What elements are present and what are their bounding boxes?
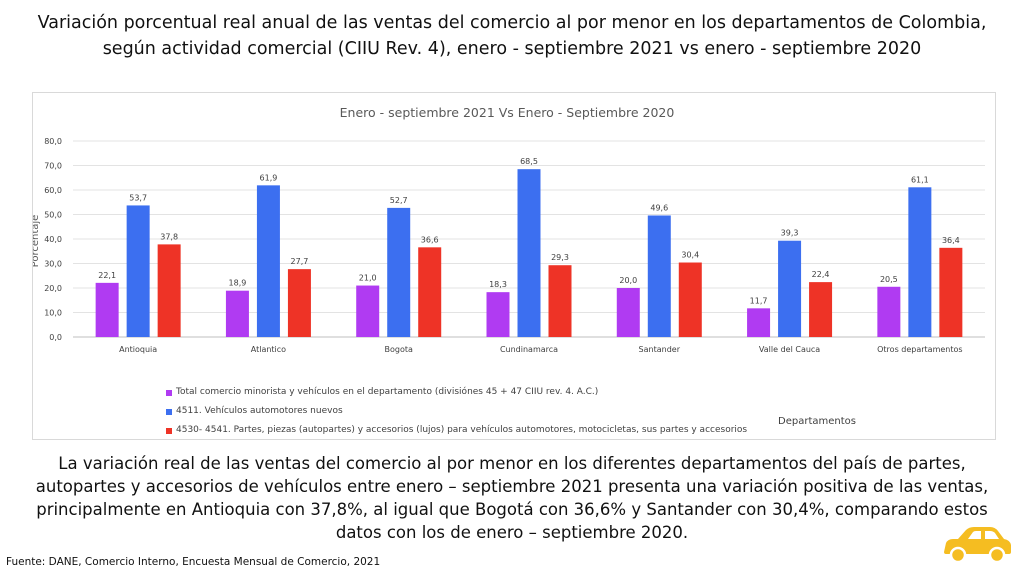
bar: [418, 247, 442, 337]
legend-label-total: Total comercio minorista y vehículos en …: [176, 387, 599, 397]
bar: [647, 215, 671, 337]
data-label: 61,9: [260, 173, 278, 182]
bar: [486, 292, 510, 337]
bar: [616, 288, 640, 337]
data-label: 49,6: [650, 203, 668, 212]
data-label: 39,3: [781, 229, 799, 238]
y-tick-label: 40,0: [44, 235, 62, 244]
legend-item-total: Total comercio minorista y vehículos en …: [166, 383, 786, 402]
chart-title: Enero - septiembre 2021 Vs Enero - Septi…: [340, 105, 675, 120]
x-tick-label: Antioquia: [119, 345, 157, 354]
legend-swatch-partes: [166, 427, 172, 434]
bar: [256, 185, 280, 337]
summary-paragraph: La variación real de las ventas del come…: [35, 454, 989, 542]
data-label: 20,0: [619, 276, 637, 285]
data-label: 27,7: [291, 257, 309, 266]
x-tick-label: Cundinamarca: [500, 345, 558, 354]
bar: [95, 282, 119, 337]
data-label: 52,7: [390, 196, 408, 205]
source-note: Fuente: DANE, Comercio Interno, Encuesta…: [6, 556, 381, 568]
data-label: 20,5: [880, 275, 898, 284]
data-label: 37,8: [160, 232, 178, 241]
data-label: 29,3: [551, 253, 569, 262]
y-tick-label: 30,0: [44, 260, 62, 269]
x-tick-label: Bogota: [385, 345, 413, 354]
y-tick-label: 20,0: [44, 284, 62, 293]
data-label: 22,4: [812, 270, 830, 279]
legend-label-vehiculos: 4511. Vehículos automotores nuevos: [176, 406, 343, 416]
bar: [287, 269, 311, 337]
y-tick-label: 70,0: [44, 162, 62, 171]
x-tick-label: Valle del Cauca: [759, 345, 820, 354]
chart-frame: Enero - septiembre 2021 Vs Enero - Septi…: [32, 92, 996, 440]
bar: [939, 247, 963, 337]
data-label: 22,1: [98, 271, 116, 280]
bar: [908, 187, 932, 337]
bar: [517, 169, 541, 337]
bar: [225, 290, 249, 337]
x-tick-label: Otros departamentos: [877, 345, 962, 354]
data-label: 30,4: [681, 251, 699, 260]
x-tick-label: Atlantico: [251, 345, 286, 354]
page-title: Variación porcentual real anual de las v…: [37, 13, 987, 59]
data-label: 36,4: [942, 236, 960, 245]
chart-legend: Total comercio minorista y vehículos en …: [166, 383, 786, 440]
legend-swatch-vehiculos: [166, 408, 172, 415]
bar: [877, 286, 901, 337]
bar: [778, 240, 802, 337]
legend-swatch-total: [166, 389, 172, 396]
car-icon: [944, 527, 1011, 564]
y-tick-label: 50,0: [44, 211, 62, 220]
data-label: 11,7: [750, 296, 768, 305]
y-axis-title: Porcentaje: [33, 215, 41, 268]
bar: [157, 244, 181, 337]
data-label: 61,1: [911, 175, 929, 184]
bar: [356, 285, 380, 337]
bar: [387, 207, 411, 337]
legend-item-vehiculos: 4511. Vehículos automotores nuevos: [166, 402, 786, 421]
bar: [548, 265, 572, 337]
y-tick-label: 80,0: [44, 137, 62, 146]
data-label: 18,3: [489, 280, 507, 289]
data-label: 18,9: [229, 279, 247, 288]
legend-item-partes: 4530- 4541. Partes, piezas (autopartes) …: [166, 421, 786, 440]
data-label: 36,6: [421, 235, 439, 244]
y-tick-label: 10,0: [44, 309, 62, 318]
data-label: 53,7: [129, 193, 147, 202]
bar: [678, 262, 702, 337]
legend-label-partes: 4530- 4541. Partes, piezas (autopartes) …: [176, 425, 748, 435]
data-label: 21,0: [359, 274, 377, 283]
x-tick-label: Santander: [639, 345, 681, 354]
x-axis-title: Departamentos: [778, 416, 856, 427]
bar: [747, 308, 771, 337]
y-tick-label: 0,0: [49, 333, 62, 342]
data-label: 68,5: [520, 157, 538, 166]
bar-chart: Enero - septiembre 2021 Vs Enero - Septi…: [33, 105, 985, 354]
bar: [126, 205, 150, 337]
bar: [809, 282, 833, 337]
y-tick-label: 60,0: [44, 186, 62, 195]
